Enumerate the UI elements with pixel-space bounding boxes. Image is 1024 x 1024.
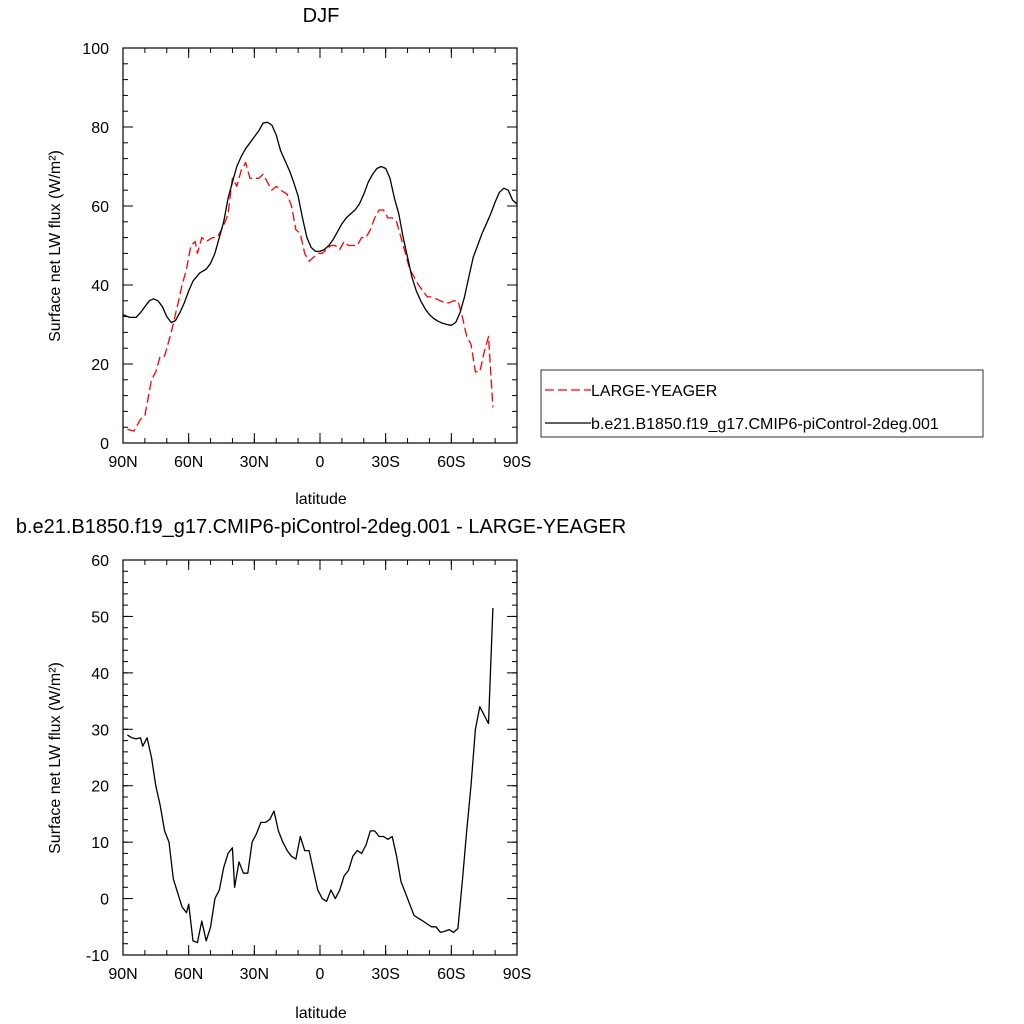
bottom-x-tick-label: 60N bbox=[174, 966, 203, 983]
bottom-x-tick-label: 60S bbox=[437, 966, 465, 983]
top-y-tick-label: 40 bbox=[91, 278, 109, 295]
bottom-y-tick-label: 10 bbox=[91, 835, 109, 852]
top-y-tick-label: 20 bbox=[91, 357, 109, 374]
top-y-tick-label: 80 bbox=[91, 120, 109, 137]
bottom-y-tick-label: 50 bbox=[91, 609, 109, 626]
bottom-y-tick-label: 20 bbox=[91, 779, 109, 796]
bottom-x-tick-label: 90S bbox=[503, 966, 531, 983]
top-chart-title: DJF bbox=[303, 5, 340, 27]
legend-label-large-yeager: LARGE-YEAGER bbox=[591, 383, 717, 400]
bottom-x-tick-label: 30N bbox=[240, 966, 269, 983]
legend-box bbox=[540, 369, 984, 438]
top-x-tick-label: 90N bbox=[108, 454, 137, 471]
bottom-chart-title: b.e21.B1850.f19_g17.CMIP6-piControl-2deg… bbox=[16, 516, 626, 538]
bottom-x-tick-label: 30S bbox=[371, 966, 399, 983]
top-y-axis-label: Surface net LW flux (W/m²) bbox=[47, 150, 64, 342]
bottom-panel: b.e21.B1850.f19_g17.CMIP6-piControl-2deg… bbox=[16, 516, 626, 1022]
bottom-y-tick-label: 60 bbox=[91, 553, 109, 570]
top-x-tick-label: 0 bbox=[316, 454, 325, 471]
top-x-axis-label: latitude bbox=[295, 491, 347, 508]
top-panel: DJF 90N 60N 30N 0 30S 60S 90S 0 20 40 60 80 100 lati… bbox=[47, 5, 531, 508]
legend: LARGE-YEAGER b.e21.B1850.f19_g17.CMIP6-p… bbox=[540, 369, 984, 438]
bottom-y-tick-label: 30 bbox=[91, 722, 109, 739]
top-plot-frame bbox=[122, 47, 518, 444]
top-y-tick-label: 0 bbox=[100, 436, 109, 453]
legend-label-picontrol: b.e21.B1850.f19_g17.CMIP6-piControl-2deg… bbox=[591, 416, 939, 433]
bottom-y-axis-label: Surface net LW flux (W/m²) bbox=[47, 662, 64, 854]
top-x-tick-label: 30S bbox=[371, 454, 399, 471]
bottom-x-axis-label: latitude bbox=[295, 1005, 347, 1022]
bottom-x-tick-label: 0 bbox=[316, 966, 325, 983]
bottom-series-line-0 bbox=[127, 607, 494, 944]
top-x-tick-label: 60S bbox=[437, 454, 465, 471]
top-x-tick-label: 60N bbox=[174, 454, 203, 471]
top-series-line-0 bbox=[127, 161, 494, 432]
bottom-y-tick-label: -10 bbox=[86, 948, 109, 965]
bottom-x-tick-label: 90N bbox=[108, 966, 137, 983]
top-series-line-1 bbox=[122, 121, 518, 326]
bottom-y-tick-label: 40 bbox=[91, 666, 109, 683]
top-y-tick-label: 100 bbox=[82, 41, 109, 58]
bottom-y-tick-label: 0 bbox=[100, 892, 109, 909]
top-x-tick-label: 90S bbox=[503, 454, 531, 471]
top-y-tick-label: 60 bbox=[91, 199, 109, 216]
top-x-tick-label: 30N bbox=[240, 454, 269, 471]
